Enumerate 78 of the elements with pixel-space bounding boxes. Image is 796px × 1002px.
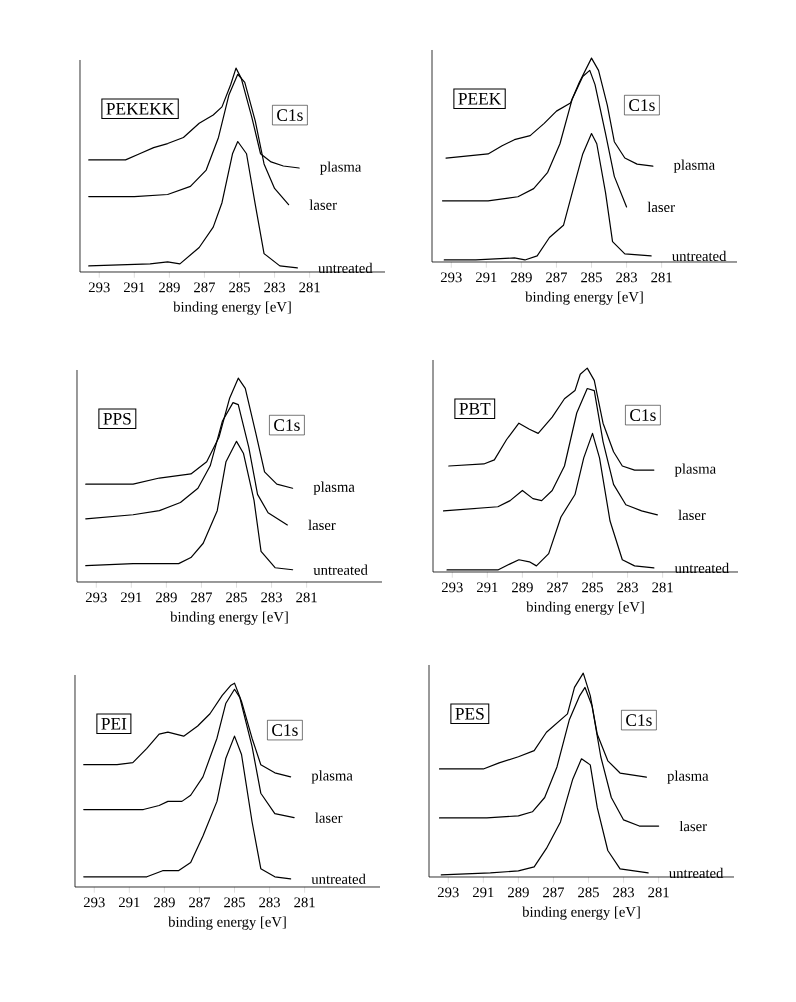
text: PES xyxy=(455,707,484,720)
x-tick-label: 281 xyxy=(296,592,317,603)
x-tick-label: 289 xyxy=(159,282,180,293)
annotation: C1s xyxy=(277,109,303,121)
series-label: laser xyxy=(309,199,337,210)
x-tick-label: 285 xyxy=(226,592,247,603)
x-tick-label: 285 xyxy=(578,887,599,898)
x-tick-label: 285 xyxy=(224,897,245,908)
series-label: laser xyxy=(678,509,706,521)
x-tick-label: 281 xyxy=(294,897,315,908)
annotation: C1s xyxy=(272,724,298,736)
series-label: untreated xyxy=(674,562,729,574)
text: PBT xyxy=(459,403,491,415)
series-label: plasma xyxy=(667,770,709,784)
x-tick-label: 285 xyxy=(582,582,603,593)
series-label: untreated xyxy=(672,250,727,262)
series-label: laser xyxy=(308,519,336,531)
text: PEI xyxy=(101,718,127,730)
series-label: plasma xyxy=(674,463,716,477)
annotation: C1s xyxy=(626,714,652,726)
x-tick-label: 289 xyxy=(156,592,177,603)
x-tick-label: 281 xyxy=(652,582,673,593)
x-tick-label: 293 xyxy=(437,887,459,898)
series-label: untreated xyxy=(669,867,724,879)
x-tick-label: 291 xyxy=(476,582,498,593)
series-label: laser xyxy=(647,201,675,213)
x-tick-label: 291 xyxy=(120,592,142,603)
x-tick-label: 287 xyxy=(189,897,211,908)
x-tick-label: 287 xyxy=(543,887,565,898)
annotation: C1s xyxy=(274,419,300,431)
x-tick-label: 287 xyxy=(194,282,216,293)
x-axis-title: binding energy [eV] xyxy=(525,291,643,305)
series-label: untreated xyxy=(311,873,366,885)
annotation: C1s xyxy=(630,409,656,421)
x-tick-label: 285 xyxy=(581,272,602,283)
x-tick-label: 289 xyxy=(508,887,529,898)
x-tick-label: 281 xyxy=(651,272,672,283)
x-tick-label: 289 xyxy=(154,897,175,908)
x-tick-label: 283 xyxy=(264,282,285,293)
series-label: plasma xyxy=(320,161,362,175)
x-axis-title: binding energy [eV] xyxy=(522,906,640,920)
x-axis-title: binding energy [eV] xyxy=(173,301,291,315)
x-tick-label: 281 xyxy=(648,887,669,898)
x-tick-label: 283 xyxy=(259,897,280,908)
x-tick-label: 293 xyxy=(83,897,105,908)
x-tick-label: 283 xyxy=(613,887,634,898)
series-label: laser xyxy=(679,820,707,832)
text: PEEK xyxy=(458,93,502,105)
x-axis-title: binding energy [eV] xyxy=(168,916,286,930)
series-label: plasma xyxy=(313,481,355,495)
series-label: untreated xyxy=(318,262,373,274)
x-tick-label: 293 xyxy=(88,282,110,293)
x-tick-label: 291 xyxy=(475,272,497,283)
series-label: plasma xyxy=(673,159,715,173)
x-tick-label: 293 xyxy=(85,592,107,603)
x-tick-label: 287 xyxy=(547,582,569,593)
x-axis-title: binding energy [eV] xyxy=(526,601,644,615)
series-label: laser xyxy=(315,812,343,823)
annotation: C1s xyxy=(629,99,655,111)
x-tick-label: 293 xyxy=(441,582,463,593)
x-tick-label: 291 xyxy=(123,282,145,293)
x-tick-label: 289 xyxy=(512,582,533,593)
x-tick-label: 287 xyxy=(191,592,213,603)
x-tick-label: 281 xyxy=(299,282,320,293)
x-tick-label: 287 xyxy=(546,272,568,283)
text: PPS xyxy=(103,412,131,425)
x-tick-label: 291 xyxy=(118,897,140,908)
x-axis-title: binding energy [eV] xyxy=(170,611,288,625)
x-tick-label: 289 xyxy=(511,272,532,283)
x-tick-label: 283 xyxy=(616,272,637,283)
text: PEKEKK xyxy=(106,103,175,115)
series-label: untreated xyxy=(313,564,368,575)
x-tick-label: 293 xyxy=(440,272,462,283)
series-label: plasma xyxy=(311,770,353,784)
x-tick-label: 283 xyxy=(261,592,282,603)
x-tick-label: 283 xyxy=(617,582,638,593)
x-tick-label: 291 xyxy=(472,887,494,898)
x-tick-label: 285 xyxy=(229,282,250,293)
